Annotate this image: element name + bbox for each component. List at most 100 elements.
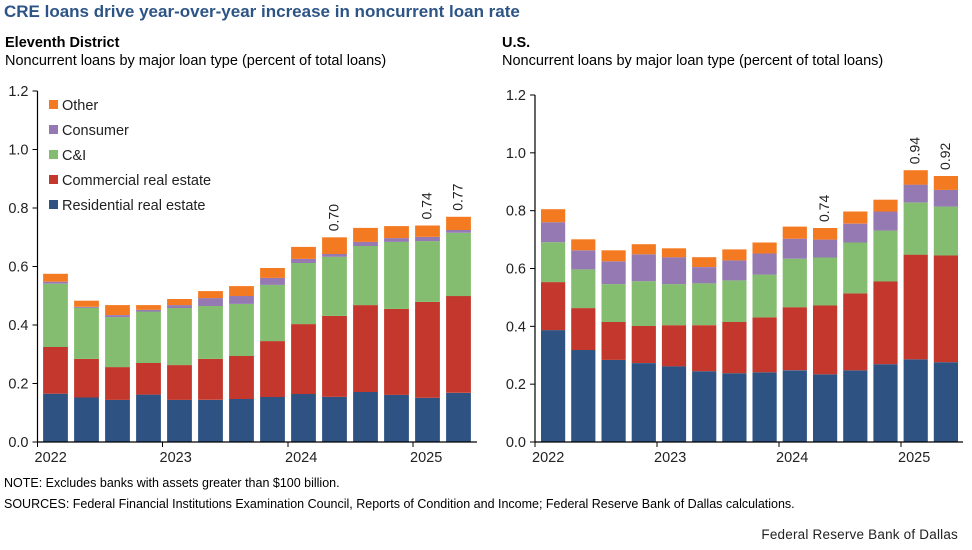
left-bar-c-i [198,306,223,359]
left-bar-consumer [353,241,378,246]
right-bar-other [601,250,626,262]
legend-label: Consumer [62,123,129,139]
right-bar-c-i [541,242,566,283]
left-bar-commercial-real-estate [198,358,223,400]
right-bar-c-i [722,280,747,322]
left-panel-subtitle: Noncurrent loans by major loan type (per… [5,53,387,69]
left-x-tick-label: 2023 [160,450,192,466]
right-bar-residential-real-estate [752,372,777,442]
left-bar-c-i [446,232,471,297]
left-bar-c-i [353,246,378,306]
left-bar-residential-real-estate [415,397,440,442]
right-bar-other [571,239,596,251]
right-bar-c-i [571,269,596,309]
legend-label: Commercial real estate [62,173,211,189]
right-bar-consumer [873,211,898,231]
left-bar-residential-real-estate [229,399,254,442]
right-bar-residential-real-estate [903,359,928,442]
legend-swatch-commercial-real-estate [49,175,58,184]
left-bar-residential-real-estate [198,399,223,442]
right-bar-consumer [571,250,596,270]
right-bar-c-i [631,281,656,326]
left-bar-commercial-real-estate [415,301,440,398]
left-total-label: 0.77 [450,183,466,210]
left-bar-other [291,246,316,259]
right-bar-residential-real-estate [661,366,687,442]
right-bar-consumer [752,253,777,275]
left-bar-c-i [415,241,440,302]
right-bar-c-i [782,258,807,308]
left-bar-consumer [415,237,440,242]
left-bar-c-i [105,317,130,368]
left-bar-residential-real-estate [43,393,68,442]
left-bar-residential-real-estate [136,394,161,442]
left-bar-commercial-real-estate [384,308,409,395]
right-bar-commercial-real-estate [843,293,868,371]
left-bar-residential-real-estate [74,397,99,442]
right-bar-commercial-real-estate [722,322,747,374]
right-bar-residential-real-estate [722,373,747,442]
left-bar-consumer [322,253,347,257]
right-y-tick-label: 0.4 [506,319,526,335]
right-bar-commercial-real-estate [903,254,928,360]
right-total-label: 0.94 [907,137,923,164]
right-bar-other [843,211,868,224]
right-bar-other [903,170,928,185]
right-bar-residential-real-estate [692,371,717,442]
left-bar-other [446,216,471,230]
left-bar-c-i [43,283,68,347]
left-bar-consumer [229,296,254,304]
right-bar-consumer [813,239,838,258]
right-bar-other [933,176,958,190]
right-bar-residential-real-estate [631,363,656,442]
right-bar-c-i [692,283,717,326]
right-bar-c-i [813,257,838,306]
left-bar-other [105,305,130,315]
legend-label: C&I [62,148,86,164]
left-total-label: 0.74 [419,192,435,219]
left-bar-residential-real-estate [167,399,192,442]
left-y-tick-label: 0.0 [8,435,28,451]
left-bar-commercial-real-estate [260,341,285,397]
left-bar-consumer [384,238,409,242]
right-bar-consumer [631,254,656,282]
left-bar-other [43,273,68,282]
right-bar-residential-real-estate [933,362,958,442]
right-y-tick-label: 0.2 [506,377,526,393]
left-bar-other [260,268,285,278]
footer-note: NOTE: Excludes banks with assets greater… [4,476,340,490]
right-y-tick-label: 1.2 [506,88,526,104]
right-bar-commercial-real-estate [571,308,596,350]
right-bar-other [873,199,898,212]
legend-swatch-other [49,100,58,109]
left-bar-consumer [167,305,192,308]
right-bar-commercial-real-estate [813,305,838,375]
right-bar-consumer [722,260,747,281]
left-bar-commercial-real-estate [291,324,316,394]
left-bar-c-i [322,256,347,316]
left-bar-consumer [74,306,99,308]
legend-swatch-c-i [49,150,58,159]
left-bar-commercial-real-estate [43,346,68,394]
left-bar-other [74,300,99,307]
right-bar-c-i [933,206,958,256]
left-bar-c-i [167,308,192,365]
left-y-tick-label: 1.2 [8,84,28,100]
left-bar-other [136,305,161,310]
left-bar-commercial-real-estate [136,363,161,395]
right-bar-commercial-real-estate [601,322,626,360]
right-bar-commercial-real-estate [631,326,656,363]
left-bar-consumer [446,229,471,233]
right-bar-commercial-real-estate [661,325,687,367]
left-y-tick-label: 0.2 [8,377,28,393]
legend-label: Other [62,98,98,114]
left-bar-consumer [291,258,316,263]
left-bar-commercial-real-estate [353,305,378,392]
left-bar-residential-real-estate [291,394,316,442]
left-bar-commercial-real-estate [322,315,347,397]
left-bar-c-i [260,284,285,342]
left-bar-residential-real-estate [353,392,378,442]
left-bar-commercial-real-estate [229,356,254,399]
right-bar-commercial-real-estate [752,317,777,373]
right-x-tick-label: 2025 [898,450,930,466]
